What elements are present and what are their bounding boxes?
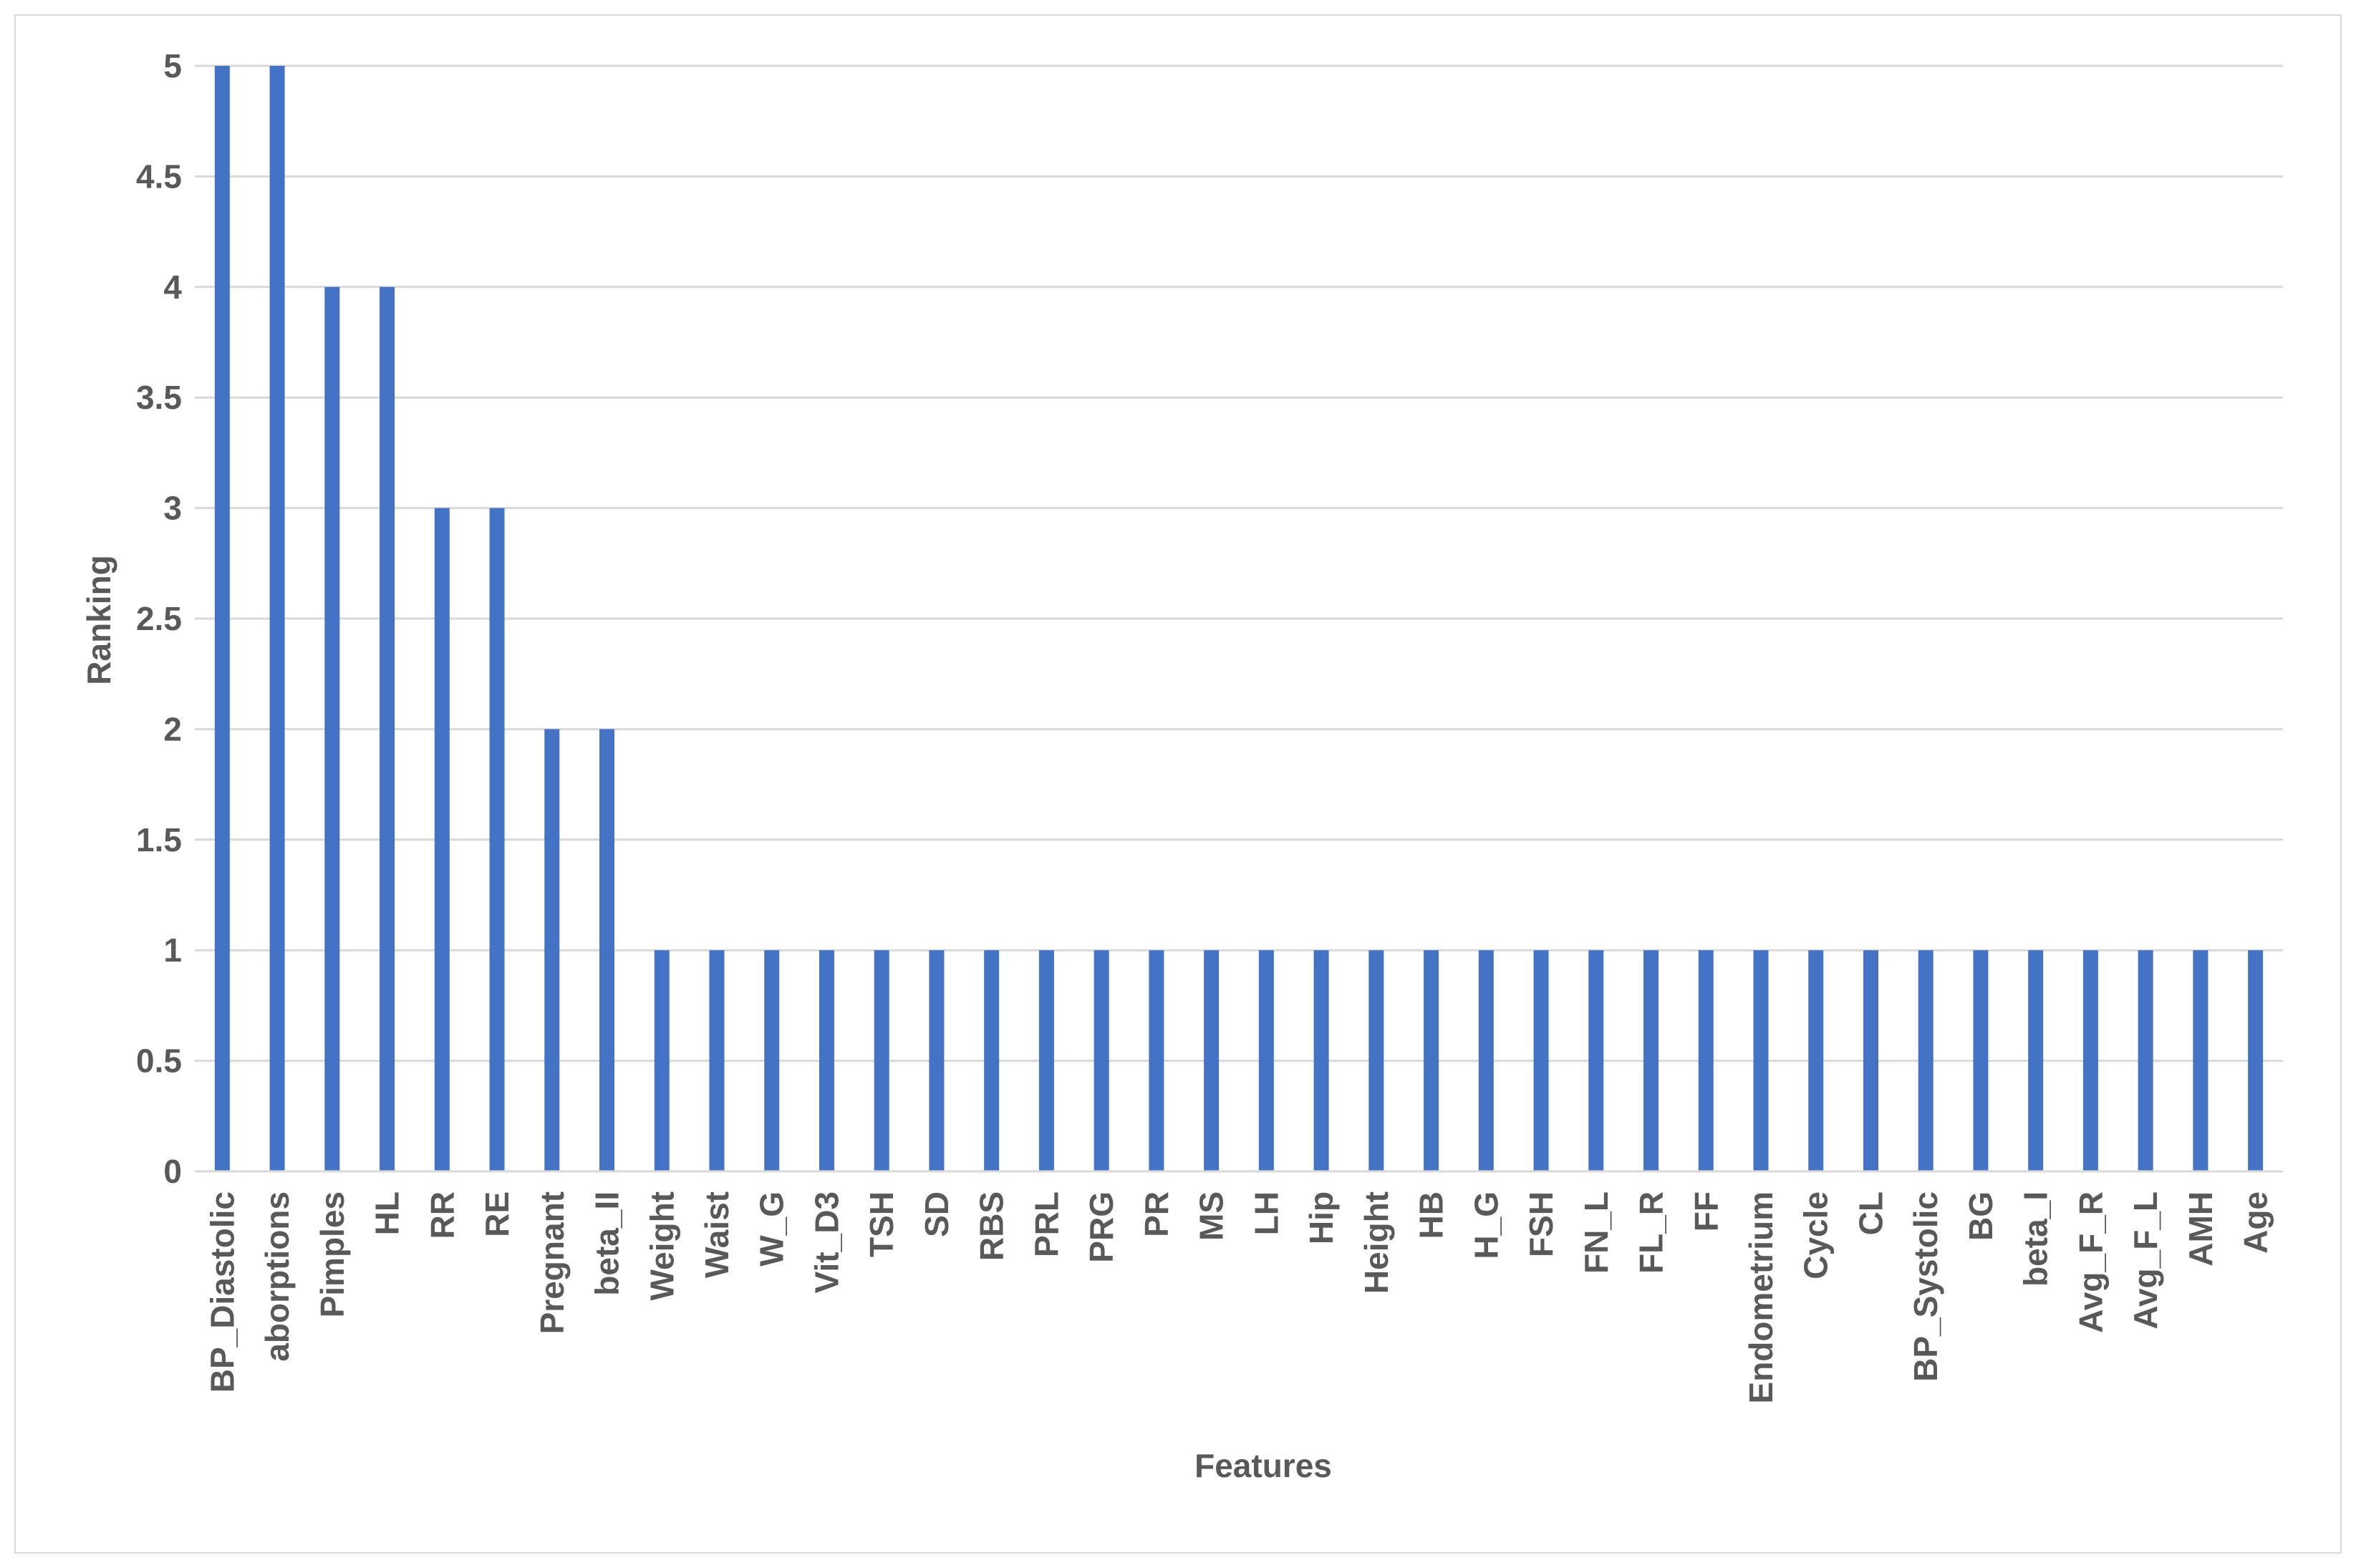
x-tick-label: H_G xyxy=(1467,1191,1505,1259)
x-tick-label: RE xyxy=(478,1191,516,1237)
y-tick-label: 5 xyxy=(163,47,182,84)
x-tick-label: HB xyxy=(1413,1191,1450,1239)
x-tick-label: Pimples xyxy=(314,1191,351,1317)
y-tick-label: 4 xyxy=(163,268,182,306)
bar-aborptions xyxy=(269,66,285,1171)
y-tick-label: 4.5 xyxy=(136,158,182,195)
bar-pregnant xyxy=(544,729,560,1171)
bar-cycle xyxy=(1808,950,1824,1171)
chart-area: 0 0.5 1 1.5 2 2.5 3 3.5 4 4.5 5 BP_Diastolic aborpt… xyxy=(14,14,2342,1554)
x-tick-label: beta_II xyxy=(589,1191,626,1296)
bar-rbs xyxy=(984,950,1000,1171)
x-tick-label: PR xyxy=(1138,1191,1175,1237)
bar-pr xyxy=(1149,950,1164,1171)
bar-tsh xyxy=(874,950,889,1171)
bar-sd xyxy=(929,950,945,1171)
bar-re xyxy=(489,508,505,1171)
y-tick-label: 3 xyxy=(163,490,182,527)
bar-age xyxy=(2248,950,2264,1171)
bar-h-g xyxy=(1478,950,1494,1171)
x-tick-label: FSH xyxy=(1522,1191,1560,1257)
y-tick-labels: 0 0.5 1 1.5 2 2.5 3 3.5 4 4.5 5 xyxy=(136,47,182,1190)
x-tick-label: BG xyxy=(1962,1191,1999,1241)
x-tick-label: Avg_F_L xyxy=(2127,1191,2164,1330)
x-tick-label: TSH xyxy=(863,1191,900,1257)
x-tick-label: Endometrium xyxy=(1742,1191,1780,1403)
bar-beta-i xyxy=(2028,950,2044,1171)
bar-hip xyxy=(1313,950,1329,1171)
bar-vit-d3 xyxy=(819,950,834,1171)
bar-pimples xyxy=(324,286,340,1171)
bar-cl xyxy=(1863,950,1878,1171)
x-tick-label: PRL xyxy=(1028,1191,1065,1257)
bar-ff xyxy=(1698,950,1714,1171)
x-tick-label: RR xyxy=(423,1191,460,1239)
y-tick-label: 0 xyxy=(163,1153,182,1190)
y-tick-label: 2 xyxy=(163,710,182,747)
bar-w-g xyxy=(764,950,780,1171)
bar-avg-f-l xyxy=(2138,950,2153,1171)
x-tick-label: PRG xyxy=(1083,1191,1120,1263)
x-tick-label: Pregnant xyxy=(534,1191,571,1334)
x-tick-label: Weight xyxy=(643,1191,680,1300)
bar-weight xyxy=(654,950,670,1171)
x-tick-label: MS xyxy=(1193,1191,1230,1241)
x-tick-label: BP_Diastolic xyxy=(203,1191,241,1393)
x-tick-label: Cycle xyxy=(1797,1191,1835,1279)
bar-fl-r xyxy=(1643,950,1659,1171)
bar-rr xyxy=(434,508,450,1171)
x-tick-label: Age xyxy=(2237,1191,2274,1254)
y-tick-label: 3.5 xyxy=(136,379,182,416)
x-tick-label: BP_Systolic xyxy=(1907,1191,1944,1382)
bar-endometrium xyxy=(1753,950,1769,1171)
bar-hl xyxy=(380,286,395,1171)
bar-chart: 0 0.5 1 1.5 2 2.5 3 3.5 4 4.5 5 BP_Diastolic aborpt… xyxy=(80,47,2283,1484)
y-tick-label: 1 xyxy=(163,931,182,969)
x-tick-label: Avg_F_R xyxy=(2072,1191,2109,1333)
gridlines xyxy=(195,64,2283,1173)
x-tick-label: SD xyxy=(918,1191,955,1237)
bar-waist xyxy=(709,950,725,1171)
x-tick-label: beta_I xyxy=(2017,1191,2055,1287)
x-tick-label: FF xyxy=(1687,1191,1724,1231)
bar-fn-l xyxy=(1588,950,1604,1171)
bar-avg-f-r xyxy=(2082,950,2098,1171)
x-tick-label: aborptions xyxy=(259,1191,296,1362)
bar-bp-systolic xyxy=(1918,950,1933,1171)
x-tick-label: FN_L xyxy=(1578,1191,1615,1274)
x-tick-label: Waist xyxy=(698,1191,735,1278)
bar-beta-ii xyxy=(599,729,615,1171)
y-axis-title: Ranking xyxy=(80,555,117,684)
x-axis-title: Features xyxy=(1194,1447,1332,1484)
bar-bg xyxy=(1973,950,1989,1171)
x-tick-label: Height xyxy=(1358,1191,1395,1294)
x-tick-label: HL xyxy=(369,1191,406,1235)
bar-ms xyxy=(1204,950,1220,1171)
x-tick-label: RBS xyxy=(973,1191,1010,1261)
bar-bp-diastolic xyxy=(214,66,230,1171)
bar-amh xyxy=(2193,950,2208,1171)
bar-hb xyxy=(1424,950,1439,1171)
y-tick-label: 1.5 xyxy=(136,821,182,858)
bar-prl xyxy=(1038,950,1054,1171)
x-tick-labels: BP_Diastolic aborptions Pimples HL RR RE Pregn… xyxy=(203,1191,2274,1403)
x-tick-label: AMH xyxy=(2182,1191,2219,1267)
bar-height xyxy=(1368,950,1384,1171)
y-tick-label: 2.5 xyxy=(136,600,182,637)
bar-fsh xyxy=(1533,950,1549,1171)
x-tick-label: W_G xyxy=(753,1191,791,1267)
x-tick-label: Hip xyxy=(1303,1191,1340,1244)
bar-lh xyxy=(1258,950,1274,1171)
x-tick-label: Vit_D3 xyxy=(808,1191,845,1293)
x-tick-label: FL_R xyxy=(1633,1191,1670,1274)
x-tick-label: CL xyxy=(1852,1191,1889,1235)
bars xyxy=(195,66,2283,1173)
x-tick-label: LH xyxy=(1247,1191,1285,1235)
y-tick-label: 0.5 xyxy=(136,1042,182,1080)
bar-prg xyxy=(1093,950,1109,1171)
